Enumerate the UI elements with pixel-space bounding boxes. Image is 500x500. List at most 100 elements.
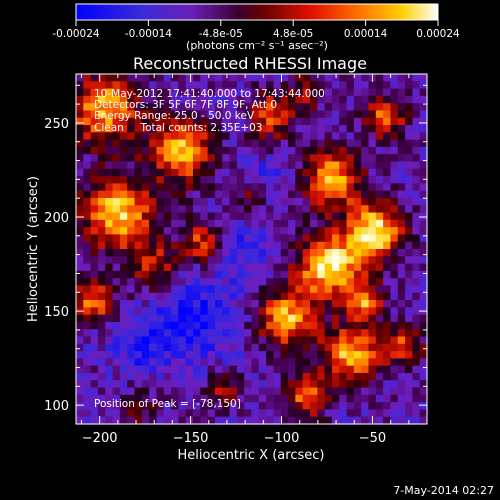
heatmap-cell <box>200 387 209 396</box>
heatmap-cell <box>288 212 296 221</box>
heatmap-cell <box>368 197 377 206</box>
heatmap-cell <box>405 81 413 90</box>
heatmap-cell <box>258 88 267 97</box>
heatmap-cell <box>134 227 143 236</box>
heatmap-cell <box>317 227 326 236</box>
heatmap-cell <box>331 146 340 155</box>
heatmap-cell <box>229 321 238 330</box>
heatmap-cell <box>405 300 413 308</box>
heatmap-cell <box>361 300 370 308</box>
heatmap-cell <box>171 205 179 214</box>
heatmap-cell <box>105 117 114 126</box>
heatmap-cell <box>200 146 209 155</box>
heatmap-cell <box>353 358 362 367</box>
heatmap-cell <box>112 329 121 338</box>
heatmap-cell <box>76 139 84 148</box>
heatmap-cell <box>119 212 128 221</box>
heatmap-cell <box>346 416 355 425</box>
heatmap-cell <box>397 351 406 359</box>
heatmap-cell <box>193 161 201 170</box>
heatmap-cell <box>353 241 362 250</box>
heatmap-cell <box>266 176 275 184</box>
heatmap-cell <box>412 343 421 352</box>
heatmap-cell <box>273 372 282 381</box>
heatmap-cell <box>207 387 216 396</box>
heatmap-cell <box>83 146 92 155</box>
heatmap-cell <box>222 380 231 389</box>
heatmap-cell <box>207 343 216 352</box>
heatmap-cell <box>90 314 99 323</box>
heatmap-cell <box>412 176 421 184</box>
heatmap-cell <box>383 329 392 338</box>
heatmap-cell <box>222 234 231 243</box>
heatmap-cell <box>353 307 362 316</box>
heatmap-cell <box>90 197 99 206</box>
heatmap-cell <box>273 110 282 119</box>
heatmap-cell <box>324 270 333 279</box>
heatmap-cell <box>419 292 428 301</box>
heatmap-cell <box>397 387 406 396</box>
heatmap-cell <box>207 409 216 418</box>
heatmap-cell <box>317 321 326 330</box>
heatmap-cell <box>339 234 348 243</box>
heatmap-cell <box>185 365 194 374</box>
heatmap-cell <box>236 227 245 236</box>
heatmap-cell <box>280 190 289 199</box>
heatmap-cell <box>83 205 92 214</box>
heatmap-cell <box>171 372 179 381</box>
heatmap-cell <box>331 343 340 352</box>
heatmap-cell <box>310 74 318 82</box>
heatmap-cell <box>412 278 421 287</box>
heatmap-cell <box>324 110 333 119</box>
heatmap-cell <box>331 307 340 316</box>
heatmap-cell <box>163 95 172 104</box>
heatmap-cell <box>90 372 99 381</box>
heatmap-cell <box>244 197 253 206</box>
heatmap-cell <box>383 300 392 308</box>
heatmap-cell <box>149 110 158 119</box>
heatmap-cell <box>149 394 158 403</box>
heatmap-cell <box>236 205 245 214</box>
heatmap-cell <box>419 270 428 279</box>
heatmap-cell <box>149 249 158 257</box>
heatmap-cell <box>207 125 216 133</box>
heatmap-cell <box>288 343 296 352</box>
heatmap-cell <box>280 125 289 133</box>
heatmap-cell <box>156 146 165 155</box>
heatmap-cell <box>353 270 362 279</box>
heatmap-cell <box>251 343 260 352</box>
heatmap-cell <box>383 263 392 272</box>
heatmap-cell <box>258 110 267 119</box>
heatmap-cell <box>361 117 370 126</box>
heatmap-cell <box>412 270 421 279</box>
heatmap-cell <box>229 154 238 163</box>
heatmap-cell <box>346 125 355 133</box>
heatmap-cell <box>405 249 413 257</box>
heatmap-cell <box>353 161 362 170</box>
heatmap-cell <box>419 234 428 243</box>
heatmap-cell <box>288 183 296 192</box>
heatmap-cell <box>288 285 296 294</box>
colorbar-tick-label: -0.00024 <box>52 28 100 40</box>
heatmap-cell <box>112 278 121 287</box>
heatmap-cell <box>339 241 348 250</box>
heatmap-cell <box>200 154 209 163</box>
heatmap-cell <box>134 249 143 257</box>
heatmap-cell <box>390 278 399 287</box>
heatmap-cell <box>90 103 99 112</box>
heatmap-cell <box>361 161 370 170</box>
heatmap-cell <box>419 343 428 352</box>
heatmap-cell <box>236 154 245 163</box>
heatmap-cell <box>419 227 428 236</box>
heatmap-cell <box>368 285 377 294</box>
heatmap-cell <box>134 409 143 418</box>
heatmap-cell <box>185 409 194 418</box>
heatmap-cell <box>324 300 333 308</box>
heatmap-cell <box>310 387 318 396</box>
heatmap-cell <box>310 314 318 323</box>
heatmap-cell <box>346 365 355 374</box>
heatmap-cell <box>266 249 275 257</box>
heatmap-cell <box>331 270 340 279</box>
heatmap-cell <box>368 154 377 163</box>
heatmap-cell <box>76 132 84 141</box>
